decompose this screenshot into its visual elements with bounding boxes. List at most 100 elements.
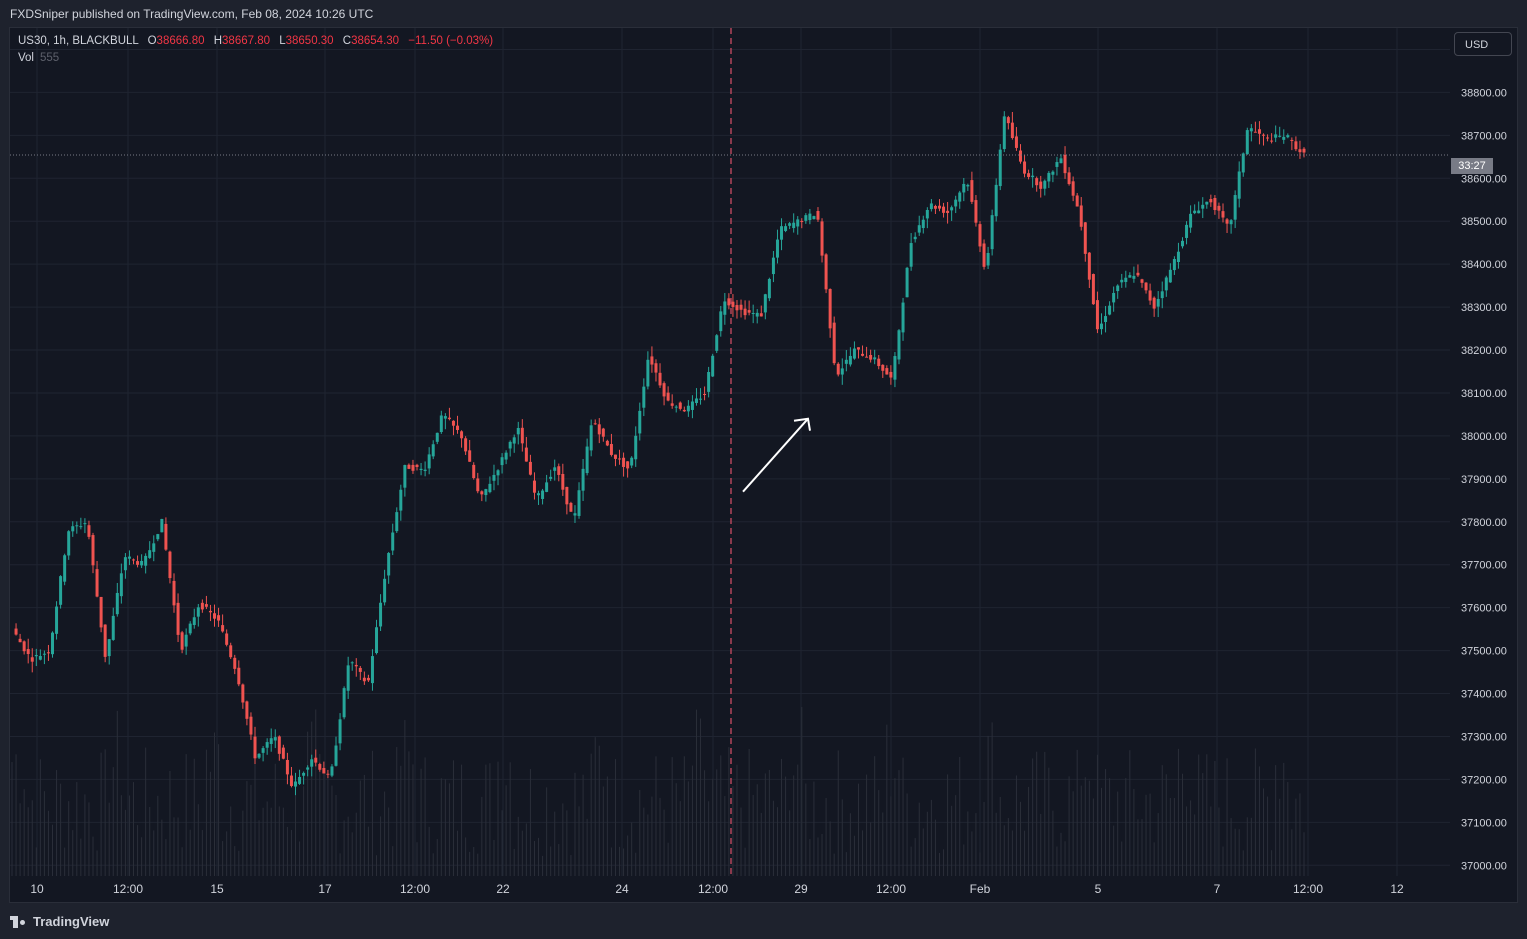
symbol-label[interactable]: US30, 1h, BLACKBULL [18,35,139,47]
volume-bar [367,826,369,876]
candle-body [1245,130,1249,155]
candle-body [294,781,298,787]
candle-body [929,203,933,210]
candle-body [528,461,532,475]
volume-bar [420,768,422,876]
candle-body [808,213,812,221]
volume-bar [594,737,596,876]
volume-bar [218,744,220,876]
candle-body [775,239,779,258]
volume-bar [914,838,916,876]
candle-body [1302,148,1306,153]
volume-bar [1161,765,1163,876]
x-tick-label: 12:00 [400,882,430,896]
candle-body [1164,277,1168,291]
candle-body [767,278,771,299]
candle-body [302,772,306,776]
candle-body [366,677,370,681]
volume-bar [821,833,823,876]
bar-countdown: 33:27 [1451,158,1493,174]
volume-bar [335,795,337,876]
x-tick-label: Feb [970,882,991,896]
volume-bar [744,847,746,876]
volume-bar [857,783,859,876]
volume-bar [396,747,398,876]
volume-bar [1044,751,1046,876]
candle-body [844,359,848,364]
volume-bar [513,848,515,876]
candle-body [804,215,808,221]
candle-body [136,561,140,565]
volume-bar [550,846,552,876]
candle-body [780,226,784,240]
volume-bar [627,835,629,876]
candle-body [213,613,217,619]
x-tick-label: 10 [30,882,44,896]
volume-bar [764,773,766,876]
candle-body [597,424,601,435]
volume-bar [886,724,888,876]
candle-body [180,632,184,650]
candle-body [889,371,893,378]
volume-label[interactable]: Vol [18,52,34,64]
volume-bar [380,816,382,876]
volume-bar [623,848,625,876]
candle-body [447,417,451,420]
volume-bar [610,847,612,876]
candle-body [95,569,99,597]
volume-bar [319,754,321,876]
volume-bar [1234,828,1236,876]
candle-body [1205,201,1209,205]
volume-bar [469,851,471,876]
candle-body [500,457,504,466]
x-tick-label: 12 [1390,882,1404,896]
candle-body [71,526,75,532]
x-tick-label: 15 [210,882,224,896]
change-value: −11.50 (−0.03%) [408,35,494,47]
candle-body [990,215,994,250]
volume-bar [890,796,892,876]
volume-bar [452,760,454,876]
high-value: 38667.80 [222,35,270,47]
currency-button[interactable]: USD [1454,32,1512,56]
candle-body [427,454,431,469]
volume-bar [266,801,268,876]
volume-bar [1206,754,1208,876]
volume-bar [1092,798,1094,876]
volume-bar [323,761,325,876]
candle-body [237,667,241,685]
candle-body [613,454,617,459]
volume-bar [1109,778,1111,876]
candle-body [565,486,569,505]
volume-bar [88,802,90,876]
volume-bar [363,774,365,876]
candle-body [735,305,739,311]
brand-label: TradingView [33,914,110,929]
volume-bar [785,776,787,876]
volume-bar [797,764,799,876]
candle-body [221,625,225,632]
candle-body [743,308,747,316]
candle-body [119,573,123,597]
volume-bar [1105,769,1107,876]
volume-bar [392,846,394,876]
candle-body [103,624,107,657]
candle-body [403,465,407,488]
candle-body [1128,275,1132,278]
y-tick-label: 38300.00 [1461,302,1507,314]
volume-bar [493,839,495,876]
candle-body [682,409,686,412]
volume-bar [351,832,353,876]
candle-body [107,639,111,657]
candle-body [338,719,342,744]
tradingview-logo-icon [10,915,28,928]
tradingview-brand[interactable]: TradingView [10,914,109,929]
candle-body [1249,128,1253,132]
volume-bar [347,816,349,876]
candle-body [909,243,913,267]
volume-bar [1218,807,1220,876]
candle-body [933,205,937,209]
volume-bar [878,790,880,876]
volume-bar [776,807,778,876]
